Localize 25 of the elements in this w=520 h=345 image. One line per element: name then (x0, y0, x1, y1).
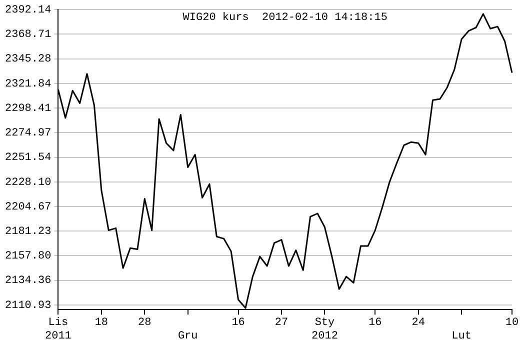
y-tick-label: 2321.84 (4, 78, 52, 90)
x-tick-label: 16 (368, 317, 382, 330)
y-tick-label: 2157.80 (4, 250, 52, 263)
y-tick-label: 2181.23 (4, 226, 52, 238)
chart-title: WIG20 kurs 2012-02-10 14:18:15 (182, 12, 388, 24)
y-tick-label: 2251.54 (4, 152, 52, 164)
y-tick-label: 2204.67 (4, 201, 52, 214)
y-tick-label: 2368.71 (4, 29, 52, 42)
y-tick-label: 2110.93 (4, 300, 52, 312)
y-tick-label: 2345.28 (4, 54, 52, 66)
x-tick-label: 24 (412, 317, 426, 330)
x-tick-label: 27 (274, 317, 288, 330)
x-tick-label: Sty 2012 (312, 317, 338, 342)
x-tick-label: Gru (178, 330, 198, 342)
x-tick-label: 18 (94, 317, 108, 330)
y-tick-label: 2274.97 (4, 128, 52, 140)
x-tick-label: 16 (232, 317, 245, 330)
y-tick-label: 2134.36 (4, 275, 52, 288)
x-tick-label: 10 (505, 317, 519, 330)
y-tick-label: 2228.10 (4, 176, 52, 189)
y-tick-label: 2392.14 (4, 4, 52, 17)
x-tick-label: 28 (138, 317, 152, 330)
x-tick-label: Lut (452, 330, 472, 342)
y-tick-label: 2298.41 (4, 102, 52, 115)
x-tick-label: Lis 2011 (45, 317, 72, 342)
